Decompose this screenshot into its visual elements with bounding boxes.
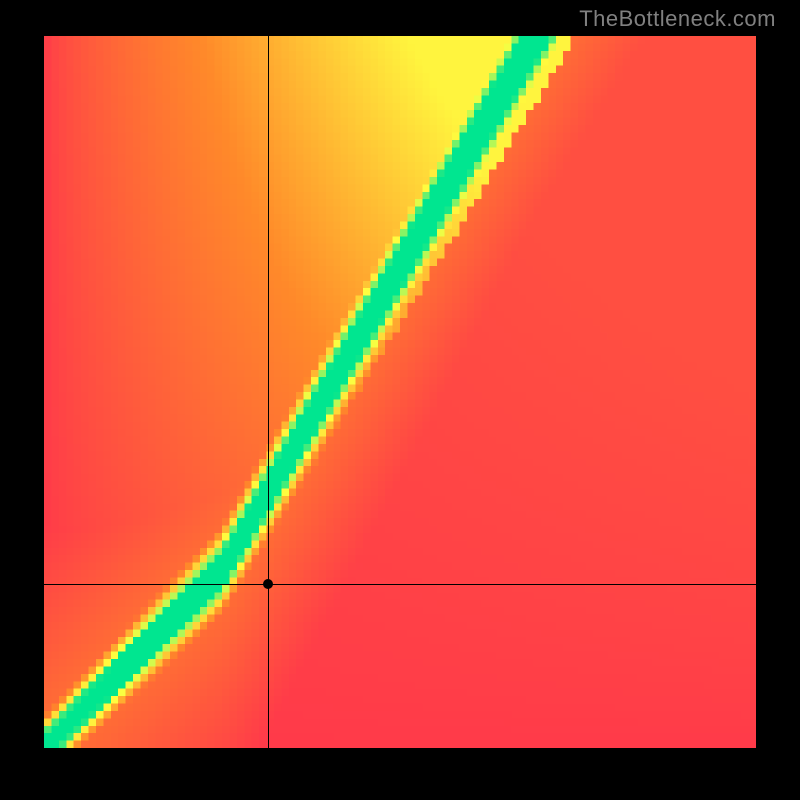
bottleneck-heatmap — [44, 36, 756, 748]
marker-dot — [263, 579, 273, 589]
crosshair-horizontal — [44, 584, 756, 585]
heatmap-canvas — [44, 36, 756, 748]
crosshair-vertical — [268, 36, 269, 748]
watermark-text: TheBottleneck.com — [579, 6, 776, 32]
